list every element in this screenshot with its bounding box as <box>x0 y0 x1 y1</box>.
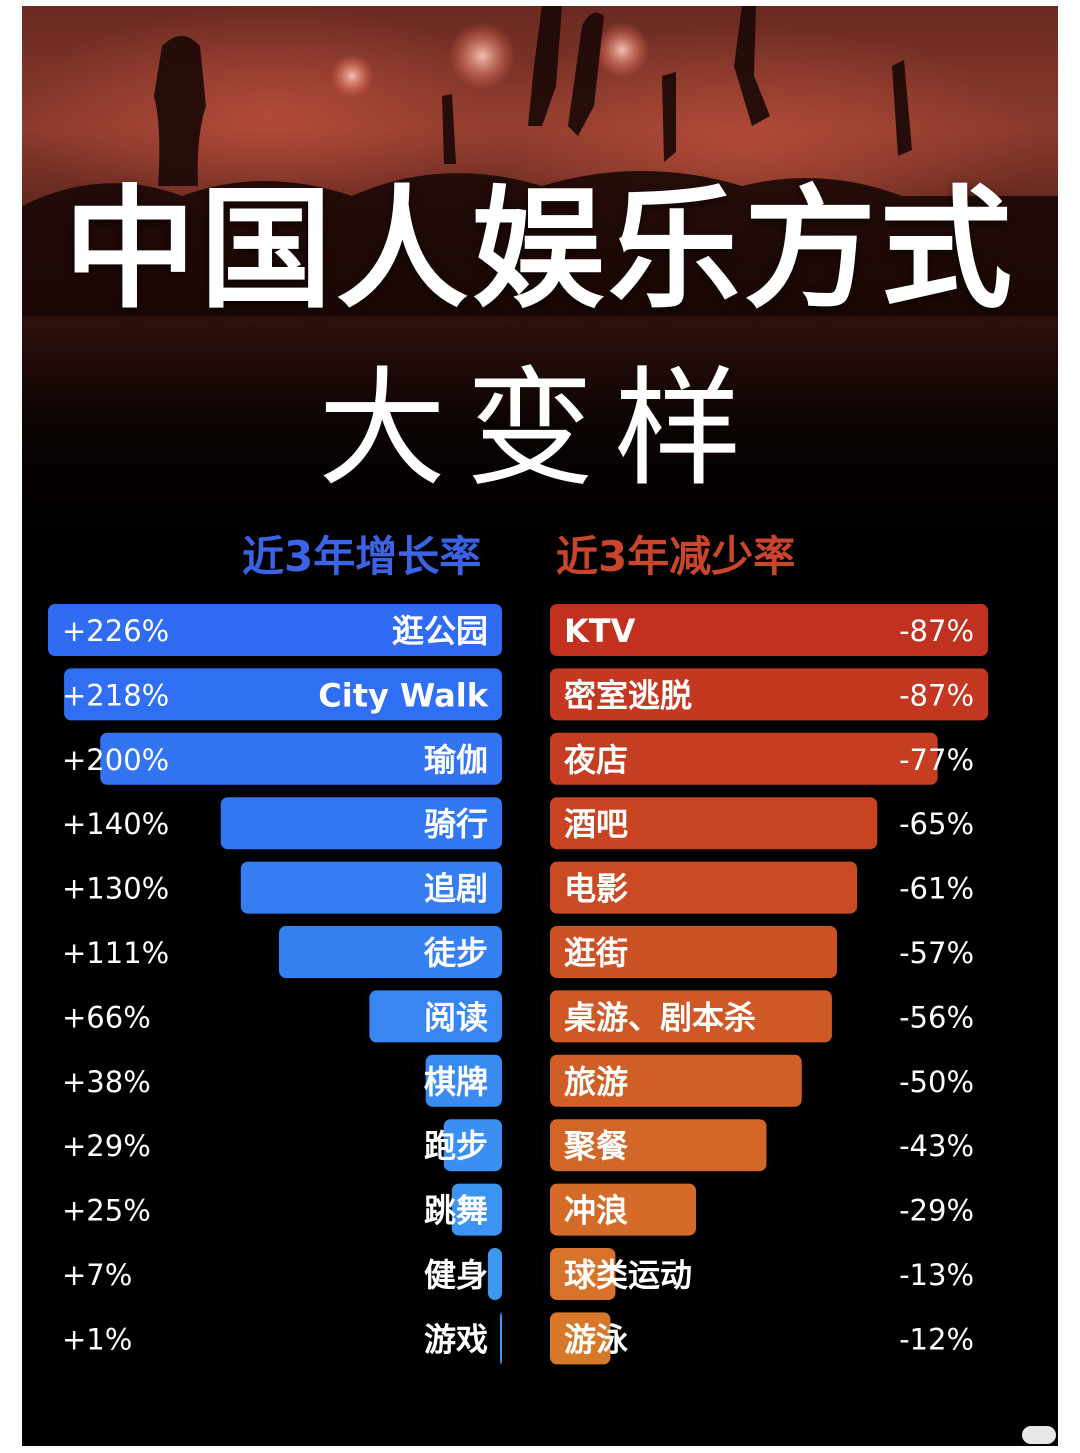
decline-bar <box>550 1312 611 1365</box>
growth-value-label: +29% <box>62 1129 151 1163</box>
decline-bar <box>550 797 878 850</box>
growth-bar <box>499 1312 502 1365</box>
decline-column-title: 近3年减少率 <box>556 532 796 581</box>
growth-category-label: 健身 <box>424 1256 488 1294</box>
growth-category-label: 跳舞 <box>424 1192 488 1230</box>
decline-value-label: -87% <box>899 614 974 648</box>
growth-category-label: 骑行 <box>424 805 488 843</box>
decline-category-label: 旅游 <box>564 1063 628 1101</box>
decline-category-label: 冲浪 <box>564 1192 628 1230</box>
growth-value-label: +200% <box>62 743 169 777</box>
growth-category-label: 追剧 <box>424 870 488 908</box>
decline-value-label: -56% <box>899 1000 974 1034</box>
growth-bar <box>487 1248 502 1300</box>
growth-value-label: +140% <box>62 807 169 841</box>
growth-value-label: +111% <box>62 936 169 970</box>
growth-bar <box>425 1054 502 1107</box>
decline-category-label: 酒吧 <box>564 805 628 843</box>
decline-bar <box>550 1054 802 1107</box>
growth-value-label: +218% <box>62 678 169 712</box>
decline-bar <box>550 1248 616 1300</box>
growth-category-label: City Walk <box>318 676 488 714</box>
poster: 中国人娱乐方式 大变样 近3年增长率 近3年减少率 逛公园 +226% KTV -87… <box>22 6 1058 1446</box>
growth-category-label: 瑜伽 <box>424 741 488 779</box>
growth-bar <box>240 861 503 914</box>
growth-category-label: 跑步 <box>424 1127 488 1165</box>
decline-category-label: 密室逃脱 <box>564 676 692 714</box>
decline-value-label: -65% <box>899 807 974 841</box>
growth-bar <box>369 990 502 1043</box>
decline-category-label: 逛街 <box>564 934 628 972</box>
decline-value-label: -77% <box>899 743 974 777</box>
decline-bar <box>550 926 837 978</box>
decline-value-label: -87% <box>899 678 974 712</box>
growth-value-label: +226% <box>62 614 169 648</box>
decline-category-label: 桌游、剧本杀 <box>564 998 756 1036</box>
bar-chart: 逛公园 +226% KTV -87% City Walk +218% 密室逃脱 -87% 瑜伽 +… <box>48 604 988 1365</box>
growth-category-label: 游戏 <box>424 1320 488 1358</box>
growth-bar <box>443 1119 502 1172</box>
decline-value-label: -50% <box>899 1065 974 1099</box>
growth-category-label: 逛公园 <box>392 612 488 650</box>
decline-bar <box>550 990 832 1043</box>
decline-category-label: 游泳 <box>564 1320 628 1358</box>
growth-value-label: +7% <box>62 1258 132 1292</box>
growth-value-label: +130% <box>62 872 169 906</box>
growth-bar <box>64 668 502 721</box>
decline-bar <box>550 732 938 785</box>
growth-category-label: 阅读 <box>424 998 488 1036</box>
decline-value-label: -57% <box>899 936 974 970</box>
decline-value-label: -13% <box>899 1258 974 1292</box>
watermark-badge <box>1022 1426 1056 1444</box>
decline-category-label: 球类运动 <box>564 1256 692 1294</box>
growth-bar <box>48 604 502 656</box>
decline-bar <box>550 1183 696 1236</box>
decline-bar <box>550 1119 767 1172</box>
decline-category-label: KTV <box>564 612 636 650</box>
page-title: 中国人娱乐方式 <box>64 173 1016 327</box>
concert-photo <box>22 6 1058 566</box>
growth-value-label: +66% <box>62 1000 151 1034</box>
growth-value-label: +38% <box>62 1065 151 1099</box>
decline-category-label: 聚餐 <box>563 1127 629 1165</box>
page-subtitle: 大变样 <box>317 355 762 504</box>
decline-value-label: -61% <box>899 872 974 906</box>
growth-bar <box>220 797 503 850</box>
decline-bar <box>550 604 988 656</box>
growth-value-label: +1% <box>62 1322 132 1356</box>
decline-value-label: -29% <box>899 1194 974 1228</box>
decline-bar <box>550 861 858 914</box>
growth-category-label: 徒步 <box>423 934 488 972</box>
decline-category-label: 夜店 <box>563 741 628 779</box>
decline-bar <box>550 668 988 721</box>
growth-bar <box>100 732 502 785</box>
growth-bar <box>279 926 502 978</box>
growth-bar <box>451 1183 502 1236</box>
growth-column-title: 近3年增长率 <box>242 532 482 581</box>
decline-value-label: -12% <box>899 1322 974 1356</box>
decline-value-label: -43% <box>899 1129 974 1163</box>
decline-category-label: 电影 <box>564 870 628 908</box>
growth-category-label: 棋牌 <box>424 1063 488 1101</box>
growth-value-label: +25% <box>62 1194 151 1228</box>
